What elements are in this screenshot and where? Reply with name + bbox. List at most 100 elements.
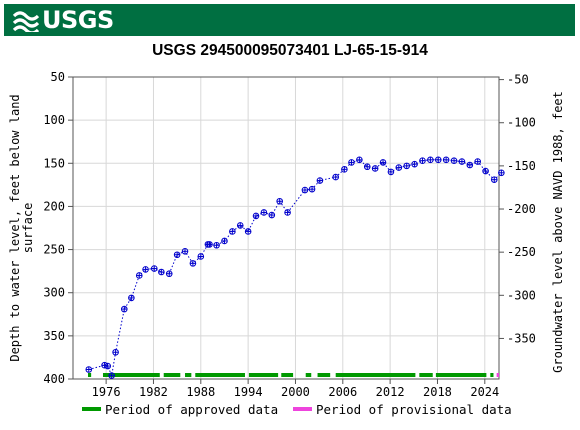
data-point [474,158,482,165]
right-tick-label: -250 [507,245,536,259]
right-tick-label: -300 [507,288,536,302]
approved-period-bar [490,373,494,377]
data-point [260,209,268,216]
data-point [236,222,244,229]
data-point [135,272,143,279]
left-tick-label: 300 [43,286,65,300]
left-tick-label: 350 [43,329,65,343]
data-point [165,270,173,278]
data-point [419,157,426,164]
approved-period-bar [185,373,192,377]
data-point [434,156,442,164]
data-point [128,294,135,302]
right-axis-ticks: -50 -100 -150 -200 -250 -300 -350 [499,73,536,345]
approved-period-bar [435,373,487,377]
x-tick-label: 2000 [281,385,310,399]
approved-period-bar [281,373,294,377]
x-tick-label: 1994 [234,385,263,399]
data-point [229,228,236,235]
left-axis-label-line1: Depth to water level, feet below land [8,94,22,361]
data-point [379,159,387,166]
data-point [104,362,112,370]
data-point [301,186,309,194]
data-point [490,176,498,183]
left-axis-ticks: 50 100 150 200 250 300 350 400 [43,70,73,386]
grid-lines [73,76,499,380]
data-point [181,247,189,255]
right-tick-label: -200 [507,202,536,216]
data-point [403,162,411,170]
data-point [173,251,181,259]
approved-period-bar [195,373,245,377]
data-point [466,161,474,169]
data-point [356,156,363,164]
left-tick-label: 250 [43,243,65,257]
data-point [498,169,505,177]
approved-period-bar [87,373,92,377]
left-axis-label-line2: surface [21,203,35,254]
data-point [458,158,466,165]
left-tick-label: 200 [43,199,65,213]
x-axis-ticks: 1976 1982 1988 1994 2000 2006 2012 2018 2024 [92,379,499,399]
left-tick-label: 400 [43,372,65,386]
provisional-period-bars [496,373,499,377]
data-point [450,157,458,164]
data-point [120,305,128,313]
data-point [308,185,316,193]
data-point [482,167,489,175]
data-point [268,211,276,219]
x-tick-label: 2006 [328,385,357,399]
usgs-wave-icon [13,11,39,32]
approved-period-bar [248,373,279,377]
right-tick-label: -150 [507,159,536,173]
data-point [221,237,228,245]
data-point [142,266,149,273]
data-point [395,164,403,171]
data-point [427,156,434,164]
data-point [341,166,348,173]
left-tick-label: 100 [43,113,65,127]
provisional-period-bar [496,373,499,377]
approved-period-bars [87,373,494,377]
data-point [85,366,93,373]
legend-approved-swatch [82,407,101,411]
data-point [112,348,119,356]
data-point [332,173,340,181]
data-point [284,209,291,216]
approved-period-bar [419,373,433,377]
chart-title: USGS 294500095073401 LJ-65-15-914 [152,42,428,59]
data-point [150,265,158,272]
data-point [197,253,205,260]
data-point [244,228,252,235]
data-point [108,372,115,379]
data-point [348,159,355,166]
data-point [387,168,395,176]
x-tick-label: 2024 [470,385,499,399]
data-point [316,177,324,184]
x-tick-label: 1976 [92,385,121,399]
data-point [442,156,450,164]
right-axis-label: Groundwater level above NAVD 1988, feet [551,91,565,373]
legend-approved-label: Period of approved data [105,402,278,417]
usgs-logo-text: USGS [42,6,114,34]
legend-provisional-swatch [293,407,312,411]
x-tick-label: 1982 [139,385,168,399]
approved-period-bar [335,373,416,377]
data-point [276,197,283,205]
approved-period-bar [305,373,312,377]
usgs-banner: USGS [4,4,575,36]
x-tick-label: 1988 [186,385,215,399]
legend-provisional-label: Period of provisional data [316,402,512,417]
data-point [206,241,213,248]
plot-frame [72,76,500,380]
x-tick-label: 2018 [423,385,452,399]
data-point [363,163,371,171]
data-point [189,260,197,267]
approved-period-bar [102,373,160,377]
data-point [213,241,220,249]
left-tick-label: 50 [51,70,65,84]
right-tick-label: -100 [507,116,536,130]
usgs-logo: USGS [13,6,114,34]
approved-period-bar [317,373,331,377]
